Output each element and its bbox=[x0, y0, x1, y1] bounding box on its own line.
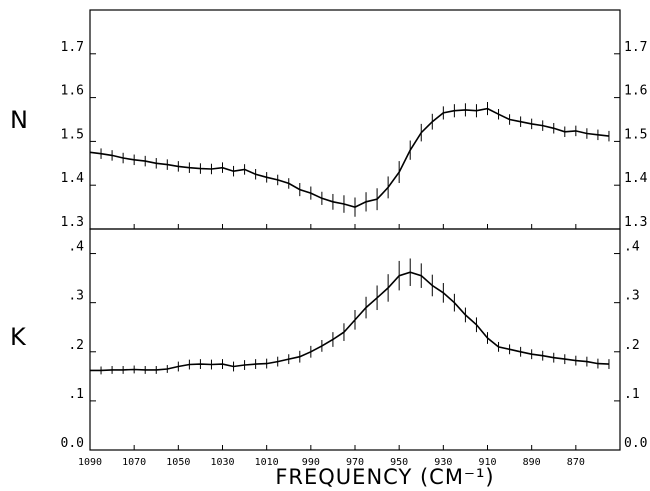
panel-n-y-tick-label-left: 1.3 bbox=[61, 215, 84, 230]
panel-n-frame bbox=[89, 9, 621, 230]
panel-k-y-tick-label-left: .2 bbox=[68, 338, 84, 353]
x-tick-label: 1070 bbox=[122, 457, 146, 468]
panel-k: K 0.0 0.0 .1 .1 .2 .2 .3 .3 .4 .4 bbox=[10, 228, 648, 451]
x-tick-label: 890 bbox=[523, 457, 541, 468]
x-tick-label: 1050 bbox=[166, 457, 190, 468]
panel-k-y-tick-label-right: .3 bbox=[624, 289, 640, 304]
panel-n-error-bars bbox=[89, 101, 610, 217]
panel-k-y-tick-label-left: .1 bbox=[68, 387, 84, 402]
panel-k-y-tick-label-left: .4 bbox=[68, 240, 84, 255]
panel-n-y-tick-label-left: 1.7 bbox=[61, 40, 84, 55]
panel-n: N 1.3 1.3 1.4 1.4 1.5 1.5 1.6 1.6 1.7 1.7 bbox=[10, 9, 648, 230]
panel-n-y-ticks: 1.3 1.3 1.4 1.4 1.5 1.5 1.6 1.6 1.7 1.7 bbox=[61, 40, 648, 230]
x-tick-label: 970 bbox=[346, 457, 364, 468]
panel-k-label: K bbox=[10, 323, 27, 351]
panel-n-y-tick-label-left: 1.4 bbox=[61, 171, 85, 186]
x-axis-label: FREQUENCY (CM⁻¹) bbox=[275, 465, 494, 489]
panel-n-y-tick-label-right: 1.3 bbox=[624, 215, 647, 230]
x-tick-label: 870 bbox=[567, 457, 585, 468]
panel-n-y-tick-label-right: 1.7 bbox=[624, 40, 647, 55]
x-tick-label: 930 bbox=[434, 457, 452, 468]
panel-k-frame bbox=[89, 228, 621, 451]
x-tick-label: 1030 bbox=[210, 457, 234, 468]
panel-n-y-tick-label-right: 1.5 bbox=[624, 127, 647, 142]
panel-k-error-bars bbox=[89, 258, 610, 375]
panel-k-y-tick-label-right: 0.0 bbox=[624, 436, 647, 451]
panel-k-y-tick-label-left: .3 bbox=[68, 289, 84, 304]
panel-k-y-tick-label-right: .2 bbox=[624, 338, 640, 353]
panel-k-y-tick-label-left: 0.0 bbox=[61, 436, 84, 451]
panel-k-series-line bbox=[90, 271, 610, 372]
x-tick-label: 990 bbox=[302, 457, 320, 468]
panel-k-y-tick-label-right: .4 bbox=[624, 240, 640, 255]
panel-n-y-tick-label-left: 1.5 bbox=[61, 127, 84, 142]
x-tick-label: 950 bbox=[390, 457, 408, 468]
panel-k-y-ticks: 0.0 0.0 .1 .1 .2 .2 .3 .3 .4 .4 bbox=[61, 240, 648, 451]
x-tick-label: 1010 bbox=[255, 457, 279, 468]
panel-n-label: N bbox=[10, 106, 28, 134]
panel-k-y-tick-label-right: .1 bbox=[624, 387, 640, 402]
panel-n-y-tick-label-right: 1.4 bbox=[624, 171, 648, 186]
x-tick-label: 910 bbox=[478, 457, 496, 468]
panel-n-y-tick-label-right: 1.6 bbox=[624, 84, 647, 99]
panel-n-series-line bbox=[89, 107, 610, 208]
panel-n-y-tick-label-left: 1.6 bbox=[61, 84, 84, 99]
x-tick-label: 1090 bbox=[78, 457, 102, 468]
x-axis-ticks: 1090 1070 1050 1030 1010 990 970 950 930 910 890 87… bbox=[78, 224, 585, 468]
